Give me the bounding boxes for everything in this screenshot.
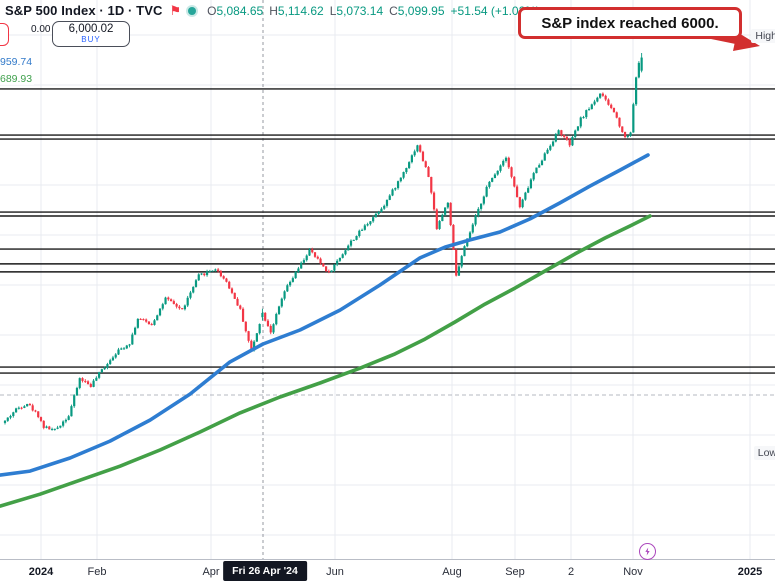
high-value: 5,114.62	[277, 3, 324, 18]
low-edge-label: Low	[753, 446, 775, 460]
buy-button[interactable]: 6,000.02 BUY	[52, 21, 130, 47]
open-label: O	[207, 3, 217, 18]
time-tick-2025: 2025	[737, 566, 763, 578]
low-value: 5,073.14	[336, 3, 384, 18]
flag-icon[interactable]: ⚑	[169, 3, 182, 18]
annotation-callout[interactable]: S&P index reached 6000.	[518, 7, 742, 39]
sell-button[interactable]	[0, 23, 9, 46]
symbol-title[interactable]: S&P 500 Index · 1D · TVC	[5, 3, 163, 18]
time-tick-2024: 2024	[28, 566, 54, 578]
time-tick-feb: Feb	[87, 566, 107, 578]
crosshair-date-badge: Fri 26 Apr '24	[223, 561, 307, 581]
close-value: 5,099.95	[397, 3, 445, 18]
time-tick-jun: Jun	[326, 566, 344, 578]
ma-slow-price-label: 689.93	[0, 73, 35, 85]
ma-fast-price-label: 959.74	[0, 56, 35, 68]
high-edge-label: High	[751, 29, 775, 43]
time-tick-nov: Nov	[623, 566, 643, 578]
high-label: H	[269, 3, 278, 18]
low-label: L	[329, 3, 337, 18]
market-status-icon[interactable]	[188, 6, 197, 15]
ma-line-green	[0, 214, 652, 508]
ohlc-readout: O5,084.65 H5,114.62 L5,073.14 C5,099.95 …	[207, 4, 540, 18]
buy-label: BUY	[81, 35, 101, 45]
close-label: C	[389, 3, 398, 18]
annotation-text: S&P index reached 6000.	[541, 14, 719, 32]
buy-price: 6,000.02	[68, 22, 114, 35]
ma-line-blue	[0, 153, 650, 477]
time-tick-sep: Sep	[505, 566, 525, 578]
time-axis[interactable]: 2024 Feb Apr Jun Aug Sep 2 Nov 2025 Fri 26 Apr '…	[0, 559, 775, 583]
candlestick-series[interactable]	[3, 53, 643, 431]
event-lightning-icon[interactable]	[639, 543, 656, 560]
open-value: 5,084.65	[216, 3, 264, 18]
order-quantity[interactable]: 0.00	[31, 24, 51, 35]
change-value: +51.54 (+1.02%)	[450, 3, 540, 18]
time-tick-aug: Aug	[442, 566, 462, 578]
time-tick-2: 2	[567, 566, 575, 578]
symbol-header: S&P 500 Index · 1D · TVC ⚑ O5,084.65 H5,…	[5, 3, 540, 18]
time-tick-apr: Apr	[202, 566, 220, 578]
